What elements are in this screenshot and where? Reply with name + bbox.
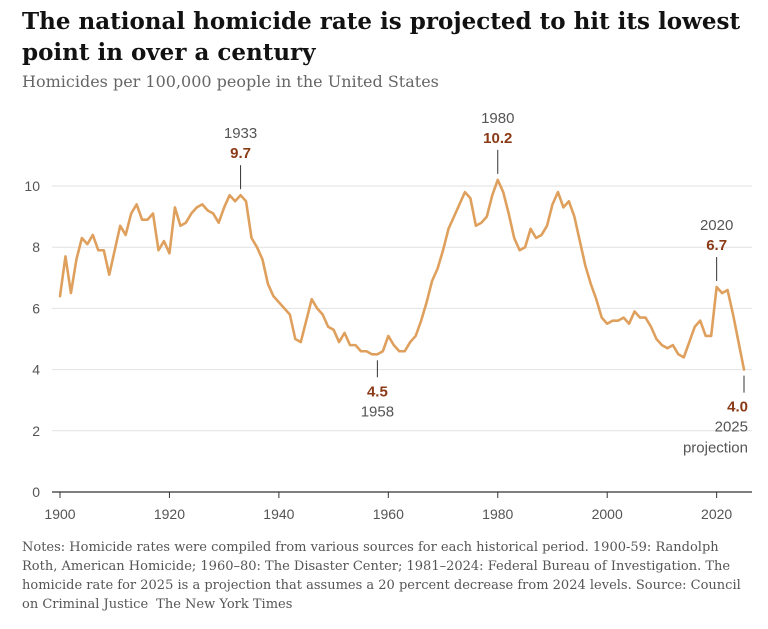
annotation-value: 6.7 [706, 237, 727, 254]
annotation-year: 2020 [700, 217, 733, 234]
x-tick-label: 1960 [373, 506, 404, 522]
annotation-year: 1933 [224, 125, 257, 142]
annotation-year: 2025 [715, 419, 748, 436]
y-tick-label: 10 [24, 178, 40, 194]
homicide-rate-line-chart: 0 2 4 6 8 10 1900 1920 1940 1960 1980 2000 2020 9.7 1… [24, 110, 752, 522]
annotation-value: 10.2 [483, 130, 512, 147]
annotation-value: 4.0 [727, 399, 748, 416]
y-tick-label: 2 [32, 423, 40, 439]
notes-text: Notes: Homicide rates were compiled from… [22, 540, 741, 612]
chart-subtitle: Homicides per 100,000 people in the Unit… [22, 72, 439, 91]
series-layer [58, 178, 746, 371]
y-tick-label: 8 [32, 239, 40, 255]
y-tick-label: 6 [32, 300, 40, 316]
credit-text: The New York Times [156, 597, 293, 612]
x-tick-label: 2000 [592, 506, 623, 522]
x-tick-label: 1920 [154, 506, 185, 522]
axes: 0 2 4 6 8 10 1900 1920 1940 1960 1980 2000 2020 [24, 178, 752, 522]
x-tick-label: 2020 [701, 506, 732, 522]
annotations: 9.7 1933 4.5 1958 10.2 1980 6.7 2020 4.0 2025 proj… [224, 110, 748, 457]
x-tick-label: 1980 [482, 506, 513, 522]
annotation-year: 1980 [481, 110, 514, 127]
y-tick-label: 0 [32, 484, 40, 500]
y-tick-label: 4 [32, 362, 40, 378]
annotation-note: projection [683, 440, 748, 457]
x-tick-label: 1940 [263, 506, 294, 522]
x-tick-label: 1900 [44, 506, 75, 522]
gridlines [52, 185, 752, 432]
notes-block: Notes: Homicide rates were compiled from… [22, 538, 757, 614]
annotation-value: 9.7 [230, 145, 251, 162]
annotation-year: 1958 [361, 403, 394, 420]
annotation-value: 4.5 [367, 383, 388, 400]
homicide-rate-series-line [58, 178, 746, 371]
chart-title: The national homicide rate is projected … [22, 8, 741, 66]
